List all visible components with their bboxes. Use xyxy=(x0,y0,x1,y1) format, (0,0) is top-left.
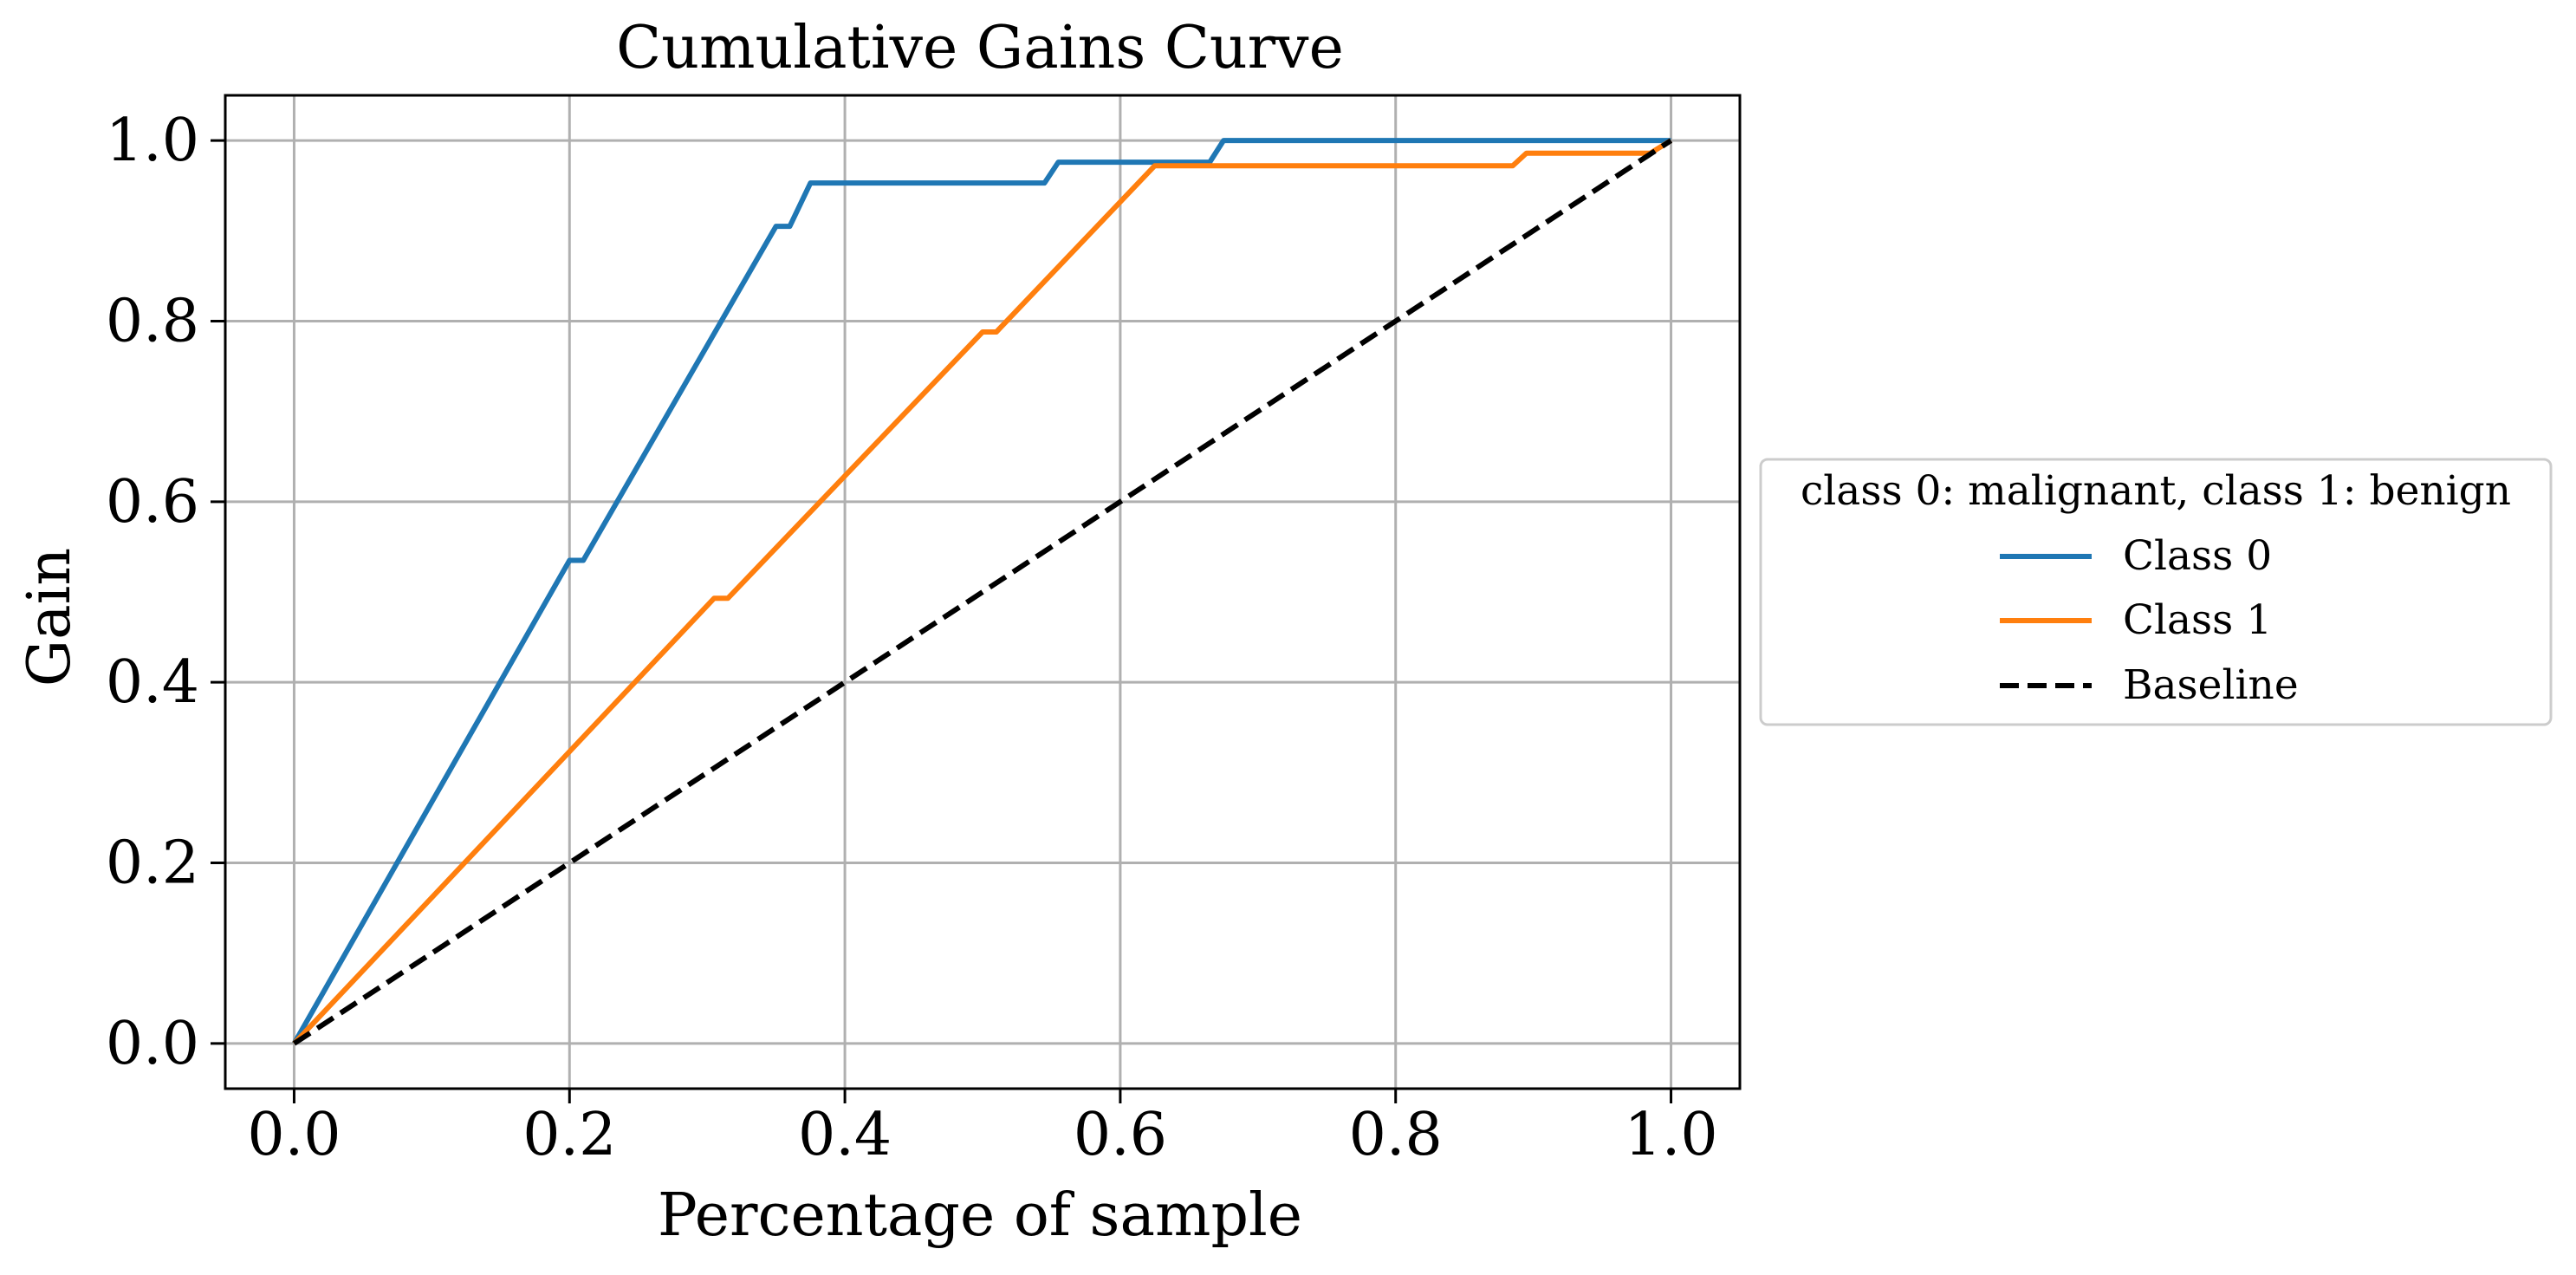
x-tick-label: 0.6 xyxy=(1074,1101,1167,1169)
legend-box xyxy=(1759,458,2553,726)
series-lines xyxy=(291,138,1673,1046)
series-line-class-1 xyxy=(292,138,1673,1045)
legend-label-class-1: Class 1 xyxy=(2123,596,2272,644)
x-tick-label: 0.8 xyxy=(1349,1101,1443,1169)
plot-frame xyxy=(224,94,1742,1090)
x-axis-label: Percentage of sample xyxy=(658,1181,1302,1250)
grid-lines xyxy=(225,95,1740,1089)
x-tick-label: 0.4 xyxy=(798,1101,892,1169)
legend: class 0: malignant, class 1: benign Clas… xyxy=(1759,458,2553,726)
y-tick-label: 1.0 xyxy=(106,107,199,175)
y-tick-label: 0.2 xyxy=(106,829,199,898)
y-tick-label: 0.4 xyxy=(106,648,199,717)
axis-ticks: 0.0 0.2 0.4 0.6 0.8 1.0 0.0 0.2 0.4 0.6 0.8 1.0 xyxy=(106,107,1718,1169)
x-tick-label: 0.2 xyxy=(522,1101,616,1169)
y-tick-label: 0.0 xyxy=(106,1010,199,1078)
series-line-class-0 xyxy=(291,138,1671,1045)
legend-label-baseline: Baseline xyxy=(2123,661,2299,709)
x-tick-label: 0.0 xyxy=(247,1101,341,1169)
chart-title: Cumulative Gains Curve xyxy=(616,14,1344,82)
series-line-baseline xyxy=(292,138,1673,1046)
legend-label-class-0: Class 0 xyxy=(2123,532,2272,580)
x-tick-label: 1.0 xyxy=(1624,1101,1717,1169)
legend-title: class 0: malignant, class 1: benign xyxy=(1801,467,2511,515)
y-tick-label: 0.6 xyxy=(106,468,199,537)
y-axis-label: Gain xyxy=(16,548,84,686)
y-tick-label: 0.8 xyxy=(106,287,199,355)
